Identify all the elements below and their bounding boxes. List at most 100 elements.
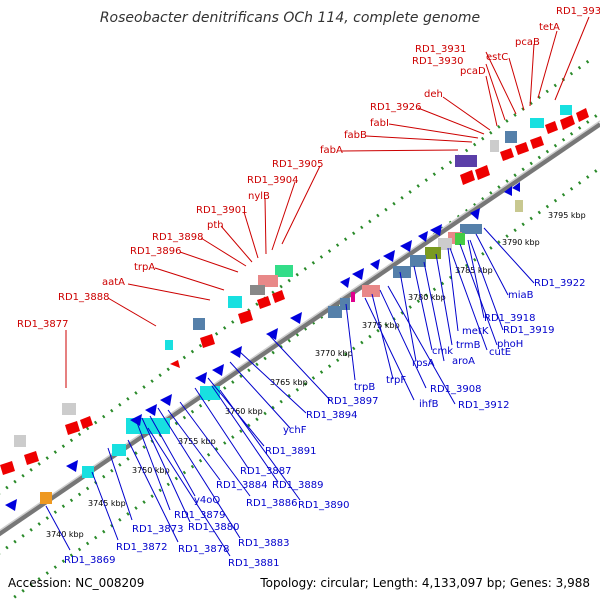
- gene-label: RD1_3879: [174, 510, 225, 521]
- gene-feature-cyan: [112, 444, 126, 456]
- gene-feature-green: [455, 233, 465, 245]
- gene-label: aroA: [452, 356, 475, 367]
- gene-feature-forward: [24, 451, 39, 465]
- gene-feature-magenta: [351, 292, 355, 302]
- gene-label: pcaD: [460, 66, 486, 77]
- gene-feature-reverse: [352, 268, 364, 280]
- gene-feature-reverse: [418, 231, 428, 242]
- gene-feature-gray: [490, 140, 499, 152]
- upper-guide-line: [0, 58, 591, 495]
- reverse-gene-labels: RD1_3922 miaB RD1_3918 RD1_3919 phoH met…: [45, 227, 585, 569]
- gene-label: RD1_3937: [556, 6, 600, 17]
- gene-label: RD1_3930: [412, 56, 463, 67]
- gene-label: RD1_3901: [196, 205, 247, 216]
- gene-feature-reverse: [400, 240, 412, 252]
- kbp-tick-label: 3790 kbp: [502, 238, 540, 247]
- kbp-tick-label: 3750 kbp: [132, 466, 170, 475]
- gene-label: RD1_3883: [238, 538, 289, 549]
- gene-feature-purple: [455, 155, 477, 167]
- gene-feature-olive: [425, 247, 441, 259]
- gene-feature-forward: [80, 416, 93, 429]
- gene-feature-cyan: [82, 466, 94, 478]
- gene-feature-gray: [62, 403, 76, 415]
- gene-label: miaB: [508, 290, 534, 301]
- kbp-tick-label: 3740 kbp: [46, 530, 84, 539]
- gene-feature-steel: [460, 224, 482, 234]
- gene-feature-cyan: [228, 296, 242, 308]
- gene-feature-forward: [200, 334, 215, 348]
- gene-label: cmk: [432, 346, 453, 357]
- gene-feature-steel: [393, 266, 411, 278]
- gene-label: rpsA: [412, 358, 435, 369]
- gene-feature-forward: [500, 148, 514, 161]
- gene-label: estC: [486, 52, 508, 63]
- gene-label: RD1_3908: [430, 384, 481, 395]
- gene-feature-steel: [410, 255, 426, 267]
- gene-feature-gray: [438, 238, 452, 250]
- gene-label: RD1_3887: [240, 466, 291, 477]
- gene-label: ychF: [283, 425, 307, 436]
- gene-label: RD1_3891: [265, 446, 316, 457]
- gene-feature-reverse: [160, 394, 172, 406]
- gene-label: aatA: [102, 277, 125, 288]
- gene-label: pth: [207, 220, 224, 231]
- gene-feature-reverse: [340, 277, 350, 288]
- gene-label: RD1_3912: [458, 400, 509, 411]
- gene-feature-reverse: [66, 460, 78, 472]
- kbp-tick-label: 3765 kbp: [270, 378, 308, 387]
- gene-feature-pink: [258, 275, 278, 287]
- kbp-tick-label: 3775 kbp: [362, 321, 400, 330]
- lower-guide-line: [7, 166, 600, 600]
- gene-feature-steel: [193, 318, 205, 330]
- gene-feature-forward: [515, 142, 529, 155]
- gene-label: ihfB: [419, 399, 439, 410]
- gene-feature-reverse: [5, 499, 17, 511]
- gene-feature-reverse: [145, 404, 157, 416]
- gene-label: RD1_3931: [415, 44, 466, 55]
- gene-label: trpA: [134, 262, 155, 273]
- gene-label: RD1_3873: [132, 524, 183, 535]
- gene-label: cutE: [489, 347, 511, 358]
- gene-feature-reverse: [430, 224, 442, 236]
- gene-label: RD1_3877: [17, 319, 68, 330]
- gene-label: RD1_3926: [370, 102, 421, 113]
- kbp-tick-label: 3770 kbp: [315, 349, 353, 358]
- gene-label: nylB: [248, 191, 270, 202]
- gene-feature-reverse: [470, 208, 480, 220]
- gene-feature-reverse: [383, 250, 395, 262]
- gene-label: RD1_3886: [246, 498, 297, 509]
- gene-label: tetA: [539, 22, 560, 33]
- topology-text: Topology: circular; Length: 4,133,097 bp…: [260, 576, 590, 590]
- gene-label: RD1_3889: [272, 480, 323, 491]
- gene-feature-reverse: [504, 186, 512, 196]
- gene-features: [0, 105, 589, 511]
- gene-label: RD1_3918: [484, 313, 535, 324]
- accession-text: Accession: NC_008209: [8, 576, 145, 590]
- gene-feature-forward: [0, 461, 15, 475]
- gene-feature-steel: [505, 131, 517, 143]
- gene-label: trpF: [386, 375, 406, 386]
- gene-feature-steel: [328, 306, 342, 318]
- gene-label: RD1_3896: [130, 246, 181, 257]
- kbp-tick-label: 3755 kbp: [178, 437, 216, 446]
- gene-feature-reverse: [212, 364, 224, 376]
- gene-feature-reverse: [370, 259, 380, 270]
- gene-feature-steel: [340, 298, 350, 310]
- gene-feature-forward: [576, 108, 589, 122]
- gene-feature-forward: [545, 121, 558, 134]
- gene-label: fabA: [320, 145, 343, 156]
- gene-feature-forward: [238, 310, 253, 324]
- gene-feature-cyan: [165, 340, 173, 350]
- gene-feature-orange: [40, 492, 52, 504]
- gene-label: deh: [424, 89, 443, 100]
- gene-label: RD1_3897: [327, 396, 378, 407]
- gene-label: metK: [462, 326, 489, 337]
- gene-label: RD1_3898: [152, 232, 203, 243]
- gene-feature-reverse: [266, 328, 278, 340]
- gene-feature-cyan: [560, 105, 572, 115]
- gene-label: RD1_3922: [534, 278, 585, 289]
- gene-feature-pink: [362, 285, 380, 297]
- gene-feature-gray: [250, 285, 265, 295]
- gene-label: y4oQ: [194, 495, 220, 506]
- gene-label: RD1_3869: [64, 555, 115, 566]
